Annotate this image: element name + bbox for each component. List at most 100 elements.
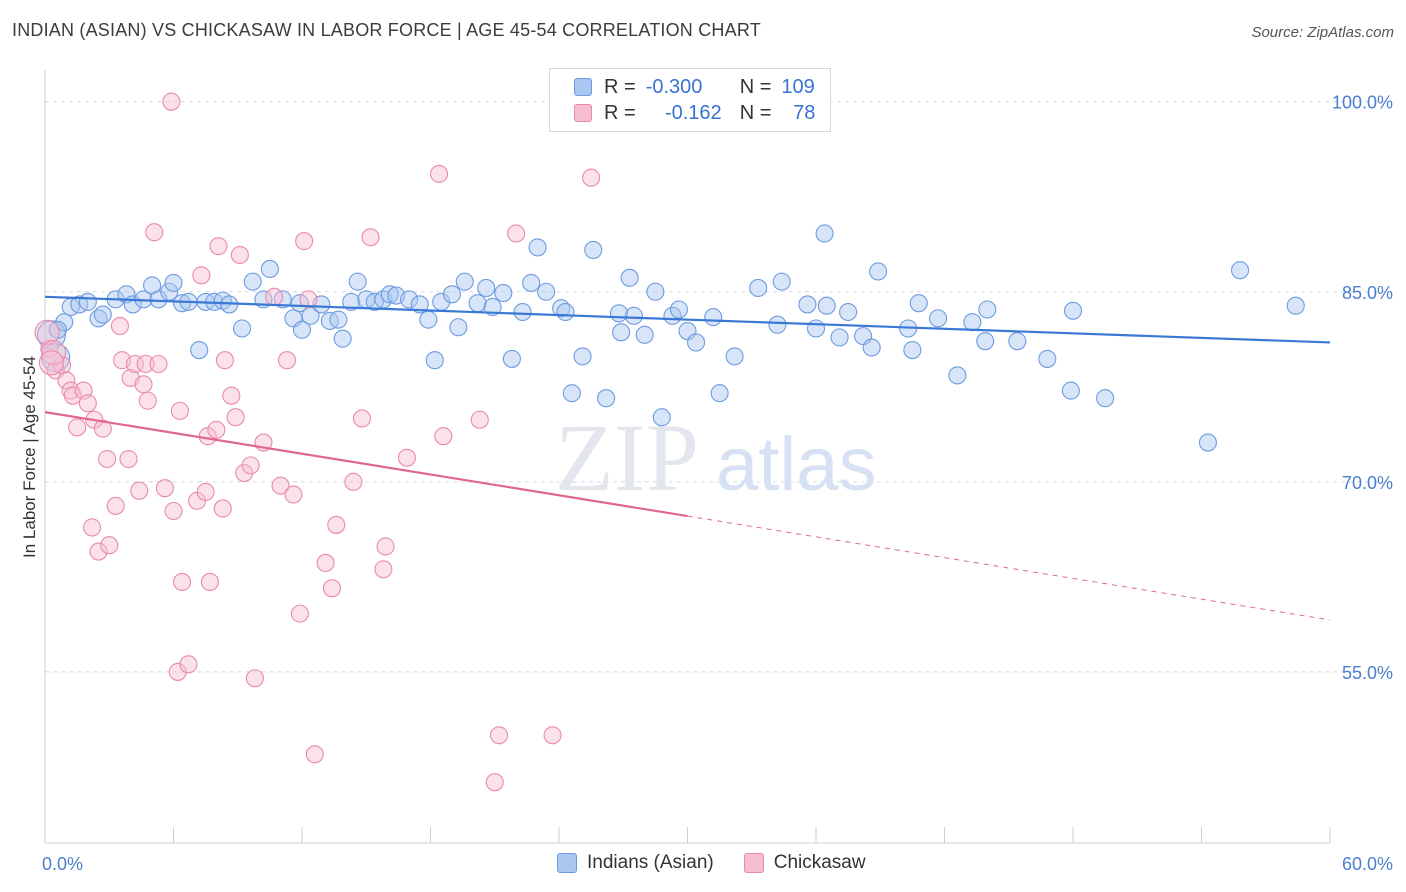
data-point-chickasaw xyxy=(213,499,232,518)
y-axis-label: In Labor Force | Age 45-54 xyxy=(20,356,39,558)
data-point-chickasaw xyxy=(222,386,241,405)
data-point-chickasaw xyxy=(57,371,76,390)
data-point-chickasaw xyxy=(138,391,157,410)
data-point-indians xyxy=(620,268,639,287)
data-point-indians xyxy=(817,296,836,315)
data-point-indians xyxy=(232,319,252,338)
data-point-indians xyxy=(597,389,616,408)
data-point-indians xyxy=(624,306,644,325)
data-point-indians xyxy=(815,224,834,243)
legend-r-value: -0.162 xyxy=(664,101,722,124)
data-point-chickasaw xyxy=(376,537,395,556)
data-point-indians xyxy=(292,320,312,339)
data-point-indians xyxy=(612,323,631,342)
data-point-chickasaw xyxy=(149,354,168,374)
data-point-chickasaw xyxy=(485,773,504,792)
data-point-indians xyxy=(669,300,688,319)
legend-r-label: R = xyxy=(604,75,636,98)
bottom-legend-indians[interactable]: Indians (Asian) xyxy=(557,852,714,874)
axes xyxy=(44,70,1331,844)
legend-r-value: -0.300 xyxy=(645,75,703,98)
bottom-legend-chickasaw[interactable]: Chickasaw xyxy=(743,852,866,874)
trend-line-indians xyxy=(44,295,1331,344)
data-point-indians xyxy=(963,313,982,332)
data-point-indians xyxy=(1061,381,1080,400)
data-point-chickasaw xyxy=(265,287,284,306)
data-point-chickasaw xyxy=(245,669,264,688)
data-point-indians xyxy=(333,329,352,348)
data-point-indians xyxy=(772,272,791,291)
data-point-indians xyxy=(798,295,817,314)
data-point-chickasaw xyxy=(352,409,372,428)
data-point-chickasaw xyxy=(207,420,226,439)
data-point-indians xyxy=(425,351,444,370)
data-point-indians xyxy=(562,384,581,403)
data-point-indians xyxy=(260,259,279,279)
data-point-indians xyxy=(646,282,665,301)
data-point-chickasaw xyxy=(63,386,82,405)
data-point-chickasaw xyxy=(543,726,562,745)
data-point-chickasaw xyxy=(34,319,60,345)
legend-row-indians: R = -0.300 N = 109 xyxy=(574,75,815,99)
data-point-indians xyxy=(449,318,468,337)
data-point-indians xyxy=(290,294,309,313)
data-point-chickasaw xyxy=(235,463,254,483)
bottom-legend-swatch-pink xyxy=(743,853,764,873)
y-tick-label: 85.0% xyxy=(1342,283,1393,303)
data-point-chickasaw xyxy=(361,228,380,247)
data-point-chickasaw xyxy=(397,448,416,467)
data-point-indians xyxy=(442,285,461,304)
data-point-chickasaw xyxy=(489,726,509,745)
data-point-chickasaw xyxy=(299,290,318,309)
data-point-indians xyxy=(948,366,967,385)
data-point-indians xyxy=(528,238,547,257)
data-point-indians xyxy=(635,325,654,344)
data-point-chickasaw xyxy=(170,401,189,420)
data-point-indians xyxy=(468,294,487,313)
data-point-chickasaw xyxy=(100,536,119,555)
data-point-chickasaw xyxy=(327,515,346,534)
data-point-chickasaw xyxy=(89,542,108,561)
data-point-indians xyxy=(584,240,603,259)
data-point-indians xyxy=(1198,433,1217,452)
y-tick-label: 70.0% xyxy=(1342,473,1393,493)
data-point-chickasaw xyxy=(136,354,155,374)
data-point-chickasaw xyxy=(209,237,228,256)
tick-labels: 55.0% 70.0% 85.0% 100.0% 0.0% 60.0% xyxy=(42,93,1393,874)
data-point-chickasaw xyxy=(241,456,260,475)
data-point-chickasaw xyxy=(215,351,234,370)
data-point-indians xyxy=(830,328,849,347)
data-point-chickasaw xyxy=(200,572,219,592)
watermark-atlas: atlas xyxy=(716,422,877,507)
data-point-chickasaw xyxy=(277,351,297,370)
data-point-indians xyxy=(556,302,575,322)
legend-row-chickasaw: R = -0.162 N = 78 xyxy=(574,101,815,125)
data-point-indians xyxy=(173,294,192,313)
data-point-chickasaw xyxy=(196,482,215,502)
data-point-chickasaw xyxy=(507,224,526,243)
data-point-chickasaw xyxy=(582,168,601,187)
legend-n-value: 109 xyxy=(781,75,815,98)
data-point-indians xyxy=(687,333,706,352)
data-point-indians xyxy=(483,297,502,317)
data-point-indians xyxy=(348,272,367,291)
data-point-indians xyxy=(768,315,787,334)
data-point-indians xyxy=(93,305,112,324)
data-point-indians xyxy=(903,341,922,360)
data-point-indians xyxy=(749,278,768,298)
data-point-chickasaw xyxy=(130,481,149,500)
data-point-indians xyxy=(704,308,723,327)
data-point-chickasaw xyxy=(284,485,303,504)
data-point-chickasaw xyxy=(98,449,117,469)
data-point-indians xyxy=(400,290,419,309)
data-point-chickasaw xyxy=(93,419,112,438)
data-point-chickasaw xyxy=(110,316,130,336)
chart-title: INDIAN (ASIAN) VS CHICKASAW IN LABOR FOR… xyxy=(12,20,761,40)
y-tick-label: 100.0% xyxy=(1332,93,1393,113)
bottom-legend-label: Indians (Asian) xyxy=(587,852,714,873)
data-point-indians xyxy=(862,338,881,357)
trend-line-chickasaw-extension xyxy=(687,515,1331,621)
data-point-indians xyxy=(243,272,262,291)
data-point-indians xyxy=(869,262,888,281)
x-tick-label: 60.0% xyxy=(1342,854,1393,874)
